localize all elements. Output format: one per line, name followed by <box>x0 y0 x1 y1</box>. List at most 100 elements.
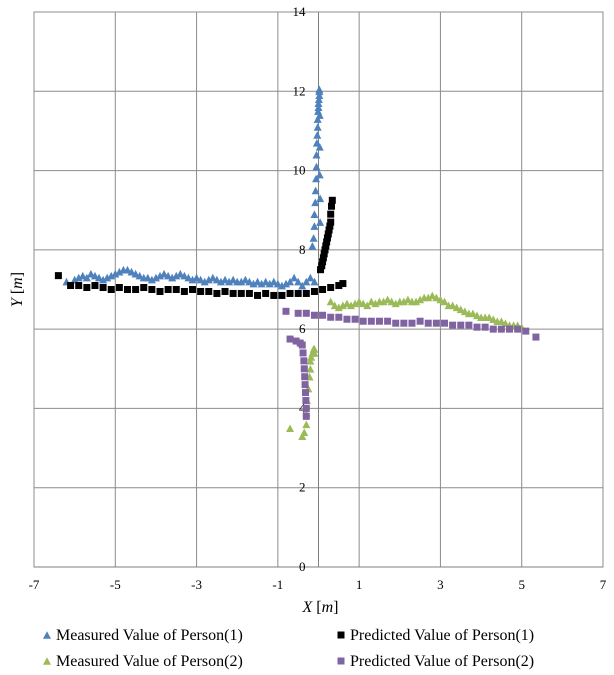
data-point <box>387 297 396 306</box>
x-tick-label: -7 <box>29 577 40 592</box>
data-point <box>440 319 448 327</box>
data-point <box>229 289 237 297</box>
data-point <box>127 267 136 276</box>
data-point <box>497 325 505 333</box>
data-point <box>321 246 329 254</box>
data-point <box>140 284 148 292</box>
data-point <box>323 234 331 242</box>
data-point <box>221 275 230 284</box>
data-point <box>67 282 75 290</box>
data-point <box>315 170 324 179</box>
data-point <box>294 289 302 297</box>
data-point <box>347 301 356 310</box>
data-point <box>286 424 295 433</box>
data-point <box>302 309 310 317</box>
series-2 <box>54 196 347 299</box>
data-point <box>54 272 62 280</box>
x-tick-label: 3 <box>437 577 444 592</box>
data-point <box>465 321 473 329</box>
data-point <box>245 289 253 297</box>
data-point <box>115 284 123 292</box>
data-point <box>83 284 91 292</box>
data-point <box>172 286 180 293</box>
data-point <box>363 301 372 310</box>
data-point <box>432 319 440 327</box>
data-point <box>298 281 307 290</box>
data-point <box>254 291 262 299</box>
data-point <box>302 404 310 412</box>
data-point <box>156 287 164 295</box>
data-point <box>335 282 343 290</box>
legend: Measured Value of Person(1) Predicted Val… <box>43 627 534 670</box>
data-point <box>225 277 234 286</box>
data-point <box>91 282 99 290</box>
data-point <box>375 317 383 325</box>
y-tick-label: 0 <box>299 559 306 574</box>
data-point <box>424 293 433 302</box>
data-point <box>123 265 132 274</box>
data-point <box>306 273 315 282</box>
data-point <box>328 202 336 210</box>
data-point <box>75 282 83 290</box>
legend-item: Measured Value of Person(2) <box>43 653 243 670</box>
data-point <box>318 262 326 270</box>
data-point <box>310 222 319 230</box>
axis-unit: [ <box>9 289 26 294</box>
data-point <box>300 365 308 373</box>
data-point <box>270 291 278 299</box>
data-point <box>359 317 367 325</box>
data-point <box>249 279 258 288</box>
x-tick-label: 7 <box>600 577 607 592</box>
legend-label: Predicted Value of Person(2) <box>350 653 534 670</box>
data-point <box>164 286 172 293</box>
legend-label: Measured Value of Person(1) <box>56 627 243 644</box>
data-point <box>489 315 498 324</box>
data-point <box>448 301 457 310</box>
data-point <box>327 284 335 292</box>
data-point <box>123 286 131 293</box>
data-point <box>391 299 400 308</box>
data-point <box>468 309 477 318</box>
legend-label: Measured Value of Person(2) <box>56 653 243 670</box>
data-point <box>282 307 290 315</box>
data-point <box>324 230 332 238</box>
data-point <box>379 297 388 306</box>
data-point <box>367 297 376 306</box>
legend-item: Measured Value of Person(1) <box>43 627 243 644</box>
data-point <box>310 345 319 353</box>
data-point <box>208 273 217 282</box>
data-point <box>111 269 120 278</box>
data-point <box>299 349 307 357</box>
axis-unit: [ <box>316 599 321 616</box>
data-point <box>532 333 540 341</box>
legend-item: Predicted Value of Person(2) <box>337 653 534 670</box>
data-point <box>497 317 506 326</box>
data-point <box>176 269 185 278</box>
data-point <box>367 317 375 325</box>
data-point <box>501 319 510 327</box>
data-point <box>322 242 330 250</box>
x-tick-label: 5 <box>518 577 525 592</box>
data-point <box>343 315 351 323</box>
data-point <box>457 321 465 329</box>
data-point <box>428 291 437 300</box>
data-point <box>86 269 95 278</box>
data-point <box>339 280 347 288</box>
data-point <box>408 319 416 327</box>
data-point <box>319 254 327 262</box>
data-point <box>74 273 83 282</box>
data-point <box>319 311 327 319</box>
legend-item: Predicted Value of Person(1) <box>337 627 534 644</box>
axis-unit-close: ] <box>9 272 26 277</box>
data-point <box>212 275 221 284</box>
data-point <box>155 271 164 280</box>
data-point <box>294 309 302 317</box>
data-point <box>351 315 359 323</box>
data-point <box>301 381 309 389</box>
legend-marker <box>337 657 345 665</box>
series-1 <box>62 85 325 290</box>
data-point <box>301 389 309 397</box>
data-point <box>416 295 425 304</box>
